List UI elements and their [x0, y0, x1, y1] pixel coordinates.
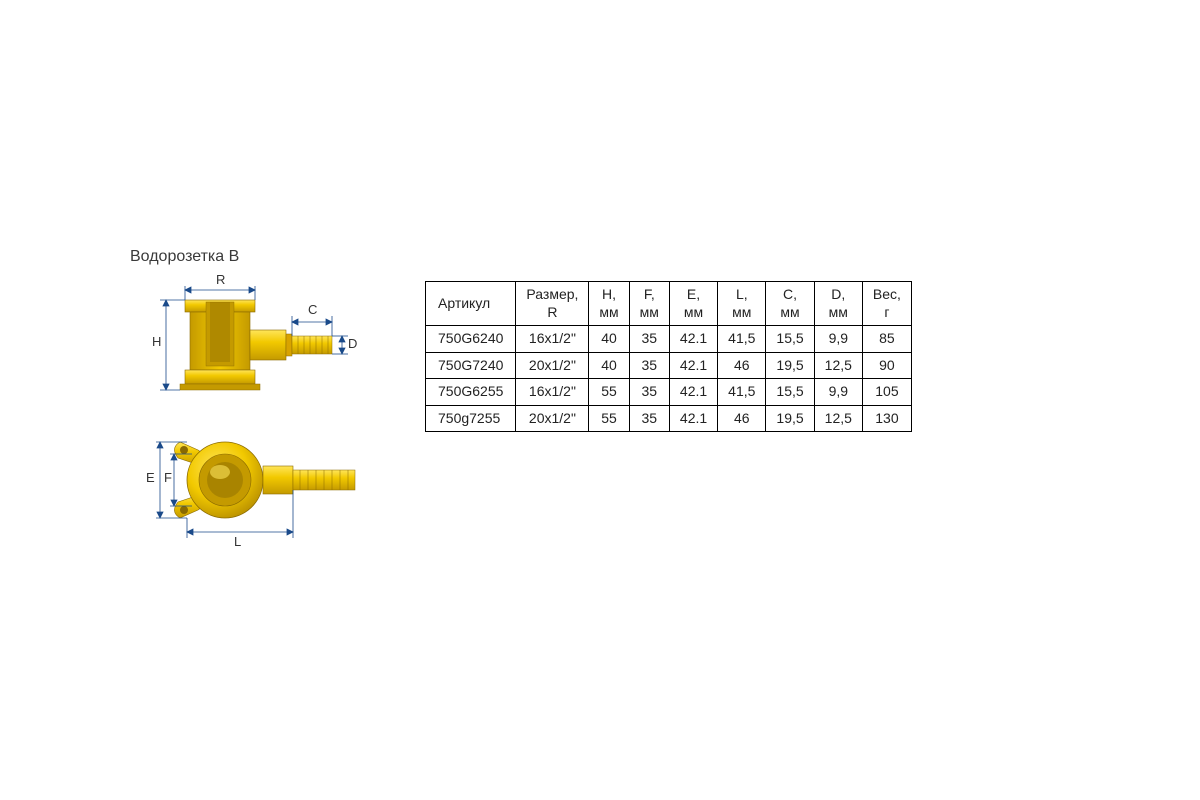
col-F: F,мм — [629, 282, 669, 326]
diagram-bottom: E F L — [130, 420, 390, 560]
dim-label-E: E — [146, 470, 155, 485]
col-L: L,мм — [718, 282, 766, 326]
dim-label-R: R — [216, 272, 225, 287]
col-size: Размер,R — [516, 282, 589, 326]
table-row: 750G6240 16x1/2" 40 35 42.1 41,5 15,5 9,… — [426, 326, 912, 353]
dim-label-C: C — [308, 302, 317, 317]
col-weight: Вес,г — [862, 282, 911, 326]
spec-table: Артикул Размер,R H,мм F,мм E,мм L,мм C,м… — [425, 281, 912, 432]
dim-label-L: L — [234, 534, 241, 549]
col-E: E,мм — [669, 282, 717, 326]
page: Водорозетка В — [0, 0, 1200, 800]
table-row: 750G7240 20x1/2" 40 35 42.1 46 19,5 12,5… — [426, 352, 912, 379]
diagram-top: R H C D — [130, 278, 390, 408]
table-row: 750g7255 20x1/2" 55 35 42.1 46 19,5 12,5… — [426, 405, 912, 432]
dim-label-D: D — [348, 336, 357, 351]
col-article: Артикул — [426, 282, 516, 326]
col-D: D,мм — [814, 282, 862, 326]
page-title: Водорозетка В — [130, 248, 239, 266]
table-header-row: Артикул Размер,R H,мм F,мм E,мм L,мм C,м… — [426, 282, 912, 326]
dim-label-F: F — [164, 470, 172, 485]
dim-label-H: H — [152, 334, 161, 349]
col-C: C,мм — [766, 282, 814, 326]
table-row: 750G6255 16x1/2" 55 35 42.1 41,5 15,5 9,… — [426, 379, 912, 406]
diagram-bottom-svg — [130, 420, 390, 560]
spec-table-wrap: Артикул Размер,R H,мм F,мм E,мм L,мм C,м… — [425, 281, 912, 432]
col-H: H,мм — [589, 282, 629, 326]
